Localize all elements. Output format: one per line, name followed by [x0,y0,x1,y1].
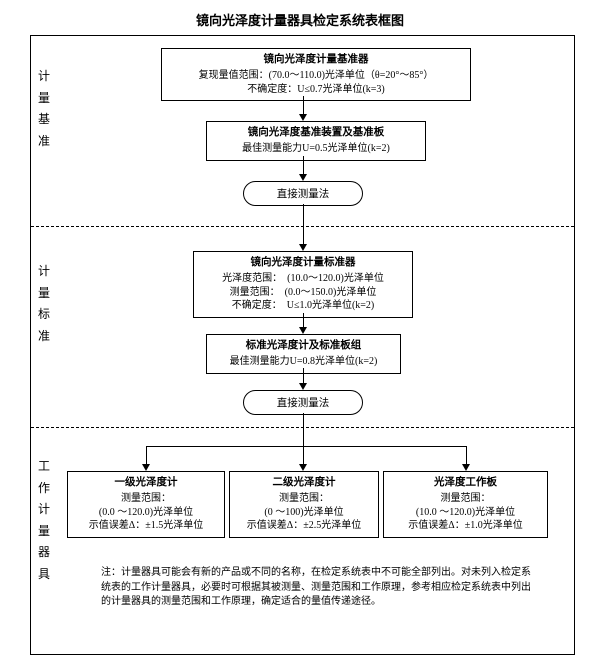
s1-box1-line2: 不确定度：U≤0.7光泽单位(k=3) [168,83,464,97]
s1-box1-heading: 镜向光泽度计量基准器 [168,53,464,67]
s3-b0-l3: 示值误差Δ：±1.5光泽单位 [74,519,218,533]
s1-box-1: 镜向光泽度计量基准器 复现量值范围：(70.0～110.0)光泽单位（θ=20°… [161,48,471,101]
arrow-icon [299,383,307,390]
s2-pill: 直接测量法 [243,390,363,415]
s1-pill: 直接测量法 [243,181,363,206]
branch-vertical [303,446,304,464]
s3-b1-l1: 测量范围： [236,492,372,506]
s3-b1-heading: 二级光泽度计 [236,476,372,490]
connector [303,413,304,446]
arrow-icon [299,327,307,334]
s3-b2-l2: (10.0 ～120.0)光泽单位 [390,506,541,520]
s3-b2-l1: 测量范围： [390,492,541,506]
s1-box-2: 镜向光泽度基准装置及基准板 最佳测量能力U=0.5光泽单位(k=2) [206,121,426,161]
connector [303,96,304,114]
s2-box1-line1: 光泽度范围： (10.0～120.0)光泽单位 [200,272,406,286]
s2-box1-heading: 镜向光泽度计量标准器 [200,256,406,270]
s3-b0-l1: 测量范围： [74,492,218,506]
connector [303,368,304,383]
s3-b2-l3: 示值误差Δ：±1.0光泽单位 [390,519,541,533]
s3-b1-l3: 示值误差Δ：±2.5光泽单位 [236,519,372,533]
s2-box2-line1: 最佳测量能力U=0.8光泽单位(k=2) [213,355,394,369]
branch-vertical [466,446,467,464]
arrow-icon [299,174,307,181]
connector [303,204,304,244]
side-label-1: 计量基准 [37,66,51,152]
s1-box1-line1: 复现量值范围：(70.0～110.0)光泽单位（θ=20°～85°） [168,69,464,83]
s2-box1-line3: 不确定度： U≤1.0光泽单位(k=2) [200,299,406,313]
s1-box2-heading: 镜向光泽度基准装置及基准板 [213,126,419,140]
s2-box2-heading: 标准光泽度计及标准板组 [213,339,394,353]
arrow-icon [299,244,307,251]
s1-box2-line1: 最佳测量能力U=0.5光泽单位(k=2) [213,142,419,156]
page-title: 镜向光泽度计量器具检定系统表框图 [0,0,600,37]
arrow-icon [299,114,307,121]
s3-box-2: 光泽度工作板 测量范围： (10.0 ～120.0)光泽单位 示值误差Δ：±1.… [383,471,548,538]
s2-box1-line2: 测量范围： (0.0～150.0)光泽单位 [200,286,406,300]
s3-b2-heading: 光泽度工作板 [390,476,541,490]
side-label-3: 工作计量器具 [37,456,51,586]
connector [303,313,304,327]
s3-b0-heading: 一级光泽度计 [74,476,218,490]
side-label-2: 计量标准 [37,261,51,347]
diagram-frame: 计量基准 计量标准 工作计量器具 镜向光泽度计量基准器 复现量值范围：(70.0… [30,35,575,655]
arrow-icon [462,464,470,471]
connector [303,156,304,174]
branch-vertical [146,446,147,464]
s2-box-2: 标准光泽度计及标准板组 最佳测量能力U=0.8光泽单位(k=2) [206,334,401,374]
s3-box-1: 二级光泽度计 测量范围： (0 ～100)光泽单位 示值误差Δ：±2.5光泽单位 [229,471,379,538]
branch-horizontal [146,446,466,447]
s3-b1-l2: (0 ～100)光泽单位 [236,506,372,520]
arrow-icon [299,464,307,471]
footnote: 注：计量器具可能会有新的产品或不同的名称，在检定系统表中不可能全部列出。对未列入… [101,566,531,610]
arrow-icon [142,464,150,471]
s3-b0-l2: (0.0 ～120.0)光泽单位 [74,506,218,520]
s3-box-0: 一级光泽度计 测量范围： (0.0 ～120.0)光泽单位 示值误差Δ：±1.5… [67,471,225,538]
s2-box-1: 镜向光泽度计量标准器 光泽度范围： (10.0～120.0)光泽单位 测量范围：… [193,251,413,318]
